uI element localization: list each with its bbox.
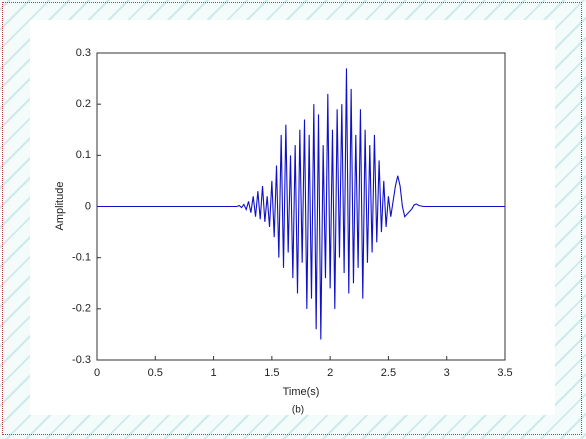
y-tick-label: 0.3: [76, 47, 91, 59]
y-tick-label: -0.1: [72, 252, 91, 264]
x-tick-label: 3: [444, 367, 450, 379]
y-tick-label: 0: [85, 200, 91, 212]
x-tick-label: 0.5: [148, 367, 163, 379]
y-tick-label: -0.3: [72, 354, 91, 366]
x-axis-label: Time(s): [283, 386, 320, 398]
x-tick-label: 3.5: [497, 367, 512, 379]
y-axis-label: Amplitude: [54, 182, 66, 231]
x-tick-label: 2.5: [381, 367, 396, 379]
frame: [2, 2, 582, 435]
x-tick-label: 0: [94, 367, 100, 379]
x-tick-label: 2: [327, 367, 333, 379]
caption: (b): [292, 405, 304, 416]
y-tick-label: 0.1: [76, 149, 91, 161]
x-tick-label: 1: [211, 367, 217, 379]
panel: [30, 20, 555, 415]
signal-line: [97, 68, 505, 340]
y-tick-label: 0.2: [76, 98, 91, 110]
y-tick-label: -0.2: [72, 303, 91, 315]
x-tick-label: 1.5: [264, 367, 279, 379]
